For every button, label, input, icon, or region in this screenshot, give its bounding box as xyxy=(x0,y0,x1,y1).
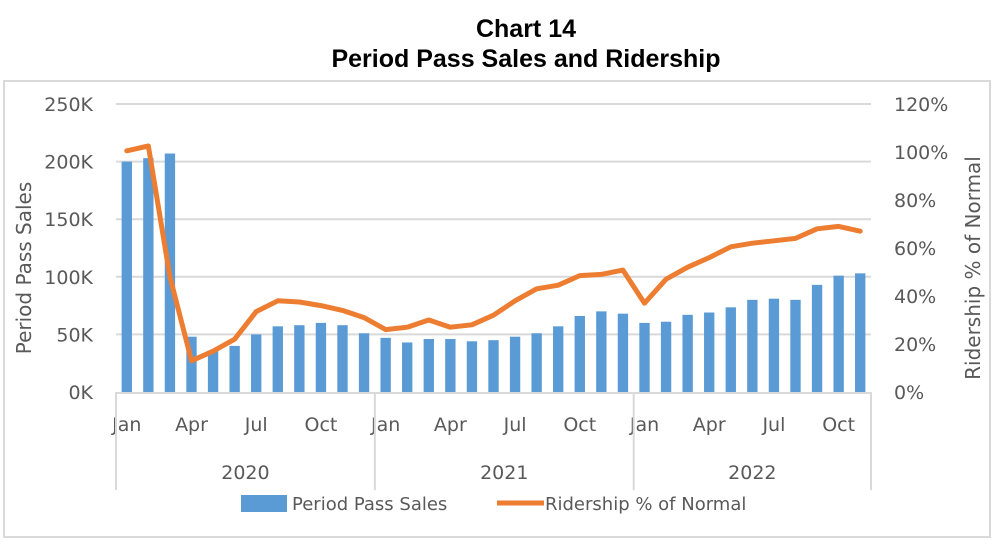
left-tick-label: 0K xyxy=(68,382,93,404)
x-tick-label: Jan xyxy=(629,414,659,436)
year-label: 2020 xyxy=(221,462,269,484)
bar xyxy=(337,325,348,392)
left-tick-label: 150K xyxy=(44,209,93,231)
bar xyxy=(639,322,650,392)
x-tick-label: Jan xyxy=(111,414,141,436)
bar xyxy=(186,336,197,392)
chart-frame xyxy=(3,80,991,538)
bar xyxy=(704,312,715,392)
bar xyxy=(768,298,780,392)
right-tick-label: 60% xyxy=(894,238,936,260)
x-tick-label: Apr xyxy=(175,414,208,436)
bar xyxy=(315,322,327,392)
x-tick-label: Oct xyxy=(304,414,337,436)
left-tick-label: 100K xyxy=(44,267,93,289)
year-label: 2021 xyxy=(480,462,528,484)
x-tick-label: Oct xyxy=(563,414,596,436)
bar xyxy=(380,337,391,392)
bar xyxy=(553,326,564,392)
bar xyxy=(660,321,672,392)
bar xyxy=(682,314,693,392)
bar xyxy=(272,326,283,392)
bar xyxy=(402,342,413,392)
bar xyxy=(121,161,132,392)
bar xyxy=(790,299,801,392)
bar xyxy=(596,311,607,392)
bar xyxy=(725,307,736,392)
bar xyxy=(294,325,305,392)
x-tick-label: Jul xyxy=(244,414,268,436)
chart-title-block: Chart 14 Period Pass Sales and Ridership xyxy=(0,14,1001,74)
right-tick-label: 120% xyxy=(894,94,948,116)
right-tick-label: 40% xyxy=(894,286,936,308)
bar xyxy=(445,339,456,392)
x-tick-label: Apr xyxy=(434,414,467,436)
right-axis-title: Ridership % of Normal xyxy=(961,156,985,380)
bar xyxy=(811,284,823,392)
left-tick-label: 200K xyxy=(44,152,93,174)
right-tick-label: 80% xyxy=(894,190,936,212)
bar xyxy=(574,315,585,392)
x-tick-label: Oct xyxy=(822,414,855,436)
bar-series xyxy=(121,153,866,392)
bar xyxy=(251,334,262,392)
bar xyxy=(855,273,866,392)
left-tick-label: 250K xyxy=(44,94,93,116)
x-tick-label: Apr xyxy=(693,414,726,436)
x-tick-label: Jul xyxy=(503,414,527,436)
x-tick-label: Jan xyxy=(370,414,400,436)
bar xyxy=(747,299,758,392)
chart-subtitle: Period Pass Sales and Ridership xyxy=(331,45,721,73)
left-axis-title: Period Pass Sales xyxy=(12,182,36,355)
legend: Period Pass Sales Ridership % of Normal xyxy=(241,494,746,515)
right-tick-label: 20% xyxy=(894,334,936,356)
legend-label-period-pass-sales: Period Pass Sales xyxy=(292,494,447,515)
right-tick-label: 100% xyxy=(894,142,948,164)
chart-title: Chart 14 xyxy=(475,15,577,43)
bar xyxy=(531,333,542,392)
right-tick-label: 0% xyxy=(894,382,924,404)
legend-swatch-period-pass-sales xyxy=(241,495,287,512)
left-tick-label: 50K xyxy=(56,324,93,346)
bar xyxy=(423,339,434,392)
year-label: 2022 xyxy=(728,462,776,484)
bar xyxy=(358,333,370,392)
right-axis-ticks: 0% 20% 40% 60% 80% 100% 120% xyxy=(894,94,948,404)
bar xyxy=(509,336,521,392)
bar xyxy=(229,345,240,392)
gridlines xyxy=(116,103,871,336)
bar xyxy=(466,341,478,392)
x-tick-label: Jul xyxy=(761,414,785,436)
line-series xyxy=(124,143,863,364)
left-axis-ticks: 0K 50K 100K 150K 200K 250K xyxy=(44,94,93,404)
bar xyxy=(833,275,844,392)
x-axis: Jan Apr Jul Oct Jan Apr Jul Oct Jan Apr Jul Oct 2020… xyxy=(111,392,872,490)
bar xyxy=(143,158,154,392)
bar xyxy=(617,313,629,392)
bar xyxy=(488,340,499,392)
legend-label-ridership: Ridership % of Normal xyxy=(545,494,746,515)
bar xyxy=(207,350,219,392)
